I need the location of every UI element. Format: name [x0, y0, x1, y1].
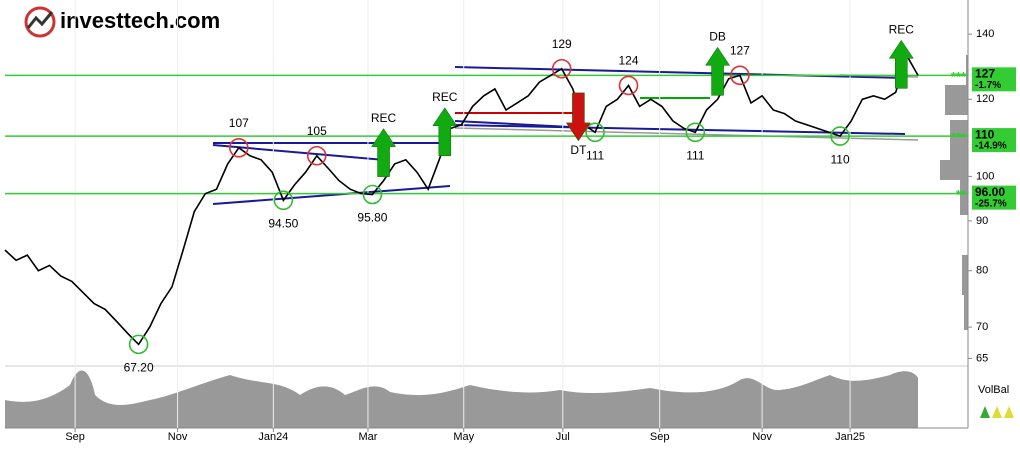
- volume-label: VolBal: [978, 384, 1009, 396]
- level-change: -1.7%: [975, 80, 1001, 91]
- price-line: [4, 53, 919, 346]
- x-tick-label: Nov: [752, 431, 772, 443]
- trough-label: 95.80: [357, 211, 387, 225]
- x-tick-label: Sep: [650, 431, 670, 443]
- logo-icon: [24, 6, 56, 38]
- peak-circle: [618, 75, 639, 96]
- peak-circle: [730, 65, 750, 86]
- level-mark: **: [956, 187, 967, 202]
- x-tick-label: Nov: [168, 431, 188, 443]
- level-mark: ***: [951, 69, 967, 84]
- volume-profile: [940, 55, 968, 330]
- peak-label: 127: [730, 44, 750, 58]
- x-tick-label: Jul: [556, 431, 570, 443]
- trough-circle: [585, 122, 605, 143]
- signal-arrow: [565, 92, 591, 142]
- trough-label: 94.50: [268, 216, 298, 230]
- level-box: [972, 67, 1016, 92]
- x-tick-label: Sep: [65, 431, 85, 443]
- y-tick-label: 70: [976, 321, 988, 333]
- logo: investtech.com: [24, 6, 220, 38]
- y-tick-label: 65: [976, 352, 988, 364]
- signal-label: REC: [889, 22, 915, 36]
- trough-label: 111: [686, 148, 705, 162]
- y-tick-label: 120: [976, 93, 994, 105]
- level-mark: ***: [951, 130, 967, 145]
- logo-icon-line: [26, 11, 54, 29]
- x-tick-label: Mar: [358, 431, 377, 443]
- signal-label: DT: [570, 143, 587, 157]
- level-change: -25.7%: [975, 198, 1007, 209]
- signal-label: REC: [371, 111, 397, 125]
- signal-arrow: [705, 46, 731, 96]
- x-tick-label: Jan25: [835, 431, 865, 443]
- x-tick-label: Jan24: [258, 431, 288, 443]
- trough-circle: [685, 122, 706, 143]
- signal-arrow: [432, 107, 458, 157]
- level-box: [972, 185, 1016, 210]
- signal-arrow: [371, 128, 397, 177]
- peak-label: 129: [552, 37, 572, 51]
- volbal-arrows: [980, 406, 1014, 418]
- trough-circle: [273, 190, 294, 211]
- signal-label: DB: [709, 29, 726, 43]
- peak-label: 124: [618, 54, 638, 68]
- y-tick-label: 140: [976, 28, 994, 40]
- x-tick-label: May: [453, 431, 474, 443]
- trough-label: 67.20: [124, 361, 154, 375]
- signal-label: REC: [432, 90, 458, 104]
- trough-label: 111: [586, 148, 605, 162]
- y-tick-label: 90: [976, 215, 988, 227]
- level-box: [972, 128, 1016, 153]
- peak-circle: [551, 58, 572, 79]
- trough-label: 110: [830, 152, 849, 166]
- level-label: 96.00: [975, 185, 1005, 199]
- y-tick-label: 100: [976, 170, 994, 182]
- peak-label: 107: [229, 116, 249, 130]
- level-label: 110: [975, 127, 995, 141]
- peak-circle: [229, 137, 249, 158]
- logo-text: investtech.com: [60, 8, 220, 33]
- peak-circle: [306, 145, 327, 166]
- volume-area: [5, 370, 918, 428]
- trough-circle: [128, 334, 149, 355]
- trough-circle: [830, 126, 850, 146]
- y-tick-label: 80: [976, 265, 988, 277]
- trough-circle: [362, 184, 383, 205]
- signal-arrow: [888, 39, 914, 89]
- level-change: -14.9%: [975, 141, 1007, 152]
- level-label: 127: [975, 67, 995, 81]
- peak-label: 105: [307, 124, 327, 138]
